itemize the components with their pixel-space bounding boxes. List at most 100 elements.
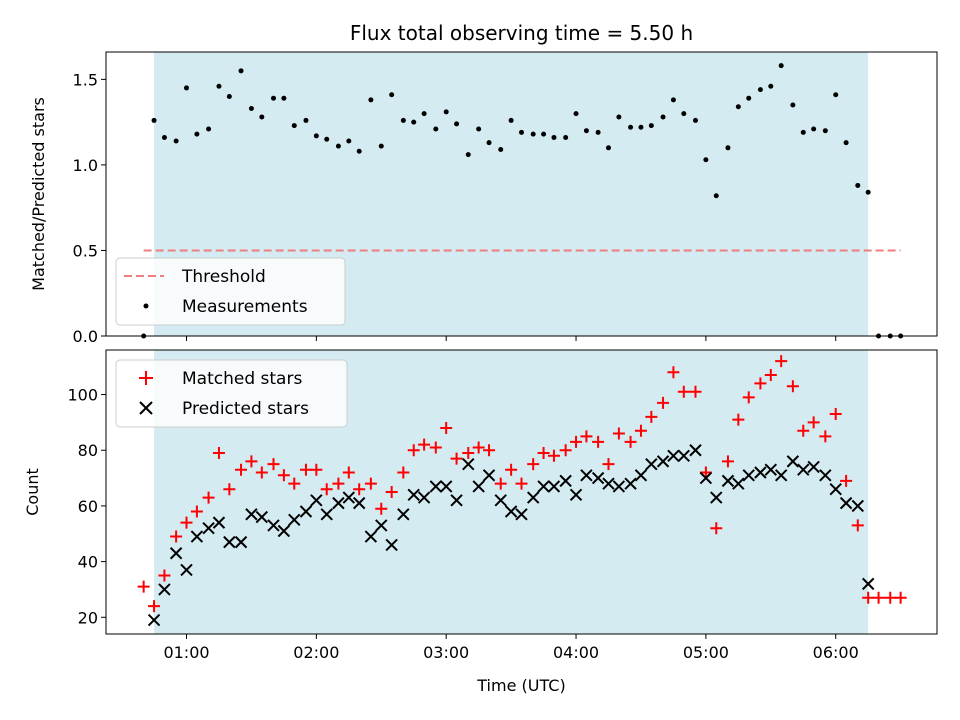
matched-star-point [710, 522, 723, 535]
x-tick-label: 01:00 [163, 643, 209, 662]
measurement-point [735, 104, 741, 110]
matched-star-point [667, 366, 680, 379]
matched-star-point [689, 385, 702, 398]
measurement-point [378, 143, 384, 149]
measurements-legend-swatch [143, 303, 149, 309]
measurement-point [855, 182, 861, 188]
matched-star-point [797, 424, 810, 437]
measurement-point [822, 128, 828, 134]
x-tick-label: 02:00 [293, 643, 339, 662]
measurement-point [443, 109, 449, 115]
predicted-star-point [797, 463, 810, 476]
measurement-point [541, 131, 547, 137]
predicted-star-point [699, 471, 713, 485]
matched-star-point [547, 449, 560, 462]
measurement-point [638, 124, 644, 130]
measurement-point [563, 135, 569, 141]
predicted-star-point [624, 477, 637, 490]
measurement-point [660, 114, 666, 120]
matched-star-point [742, 391, 755, 404]
measurement-point [151, 117, 157, 123]
predicted-star-point [861, 577, 875, 591]
matched-star-point [255, 466, 268, 479]
matched-legend-label: Matched stars [182, 369, 302, 389]
predicted-star-point [385, 538, 398, 552]
predicted-star-point [288, 513, 301, 527]
predicted-star-point [407, 488, 420, 501]
measurement-point [616, 114, 622, 120]
matched-star-point [624, 435, 637, 448]
predicted-star-point [504, 505, 518, 518]
chart-title: Flux total observing time = 5.50 h [350, 21, 693, 45]
measurement-point [605, 145, 611, 151]
measurement-point [768, 83, 774, 89]
measurement-point [259, 114, 265, 120]
measurement-point [281, 95, 287, 101]
predicted-star-point [375, 519, 388, 532]
matched-star-point [235, 463, 248, 476]
measurement-point [628, 124, 634, 130]
matched-star-point [148, 600, 161, 613]
measurements-legend-label: Measurements [182, 297, 308, 317]
predicted-star-point [352, 496, 366, 510]
measurement-point [400, 117, 406, 123]
matched-star-point [559, 444, 572, 457]
matched-star-point [515, 477, 528, 490]
threshold-legend-label: Threshold [181, 267, 266, 287]
predicted-star-point [602, 477, 615, 490]
matched-star-point [332, 477, 345, 490]
measurement-point [519, 129, 524, 135]
predicted-star-point [819, 469, 832, 482]
matched-star-point [288, 477, 301, 490]
ratio-panel: 0.0 0.5 1.0 1.5 Flux total observing time =… [29, 21, 938, 346]
matched-star-point [872, 591, 885, 604]
predicted-star-point [494, 494, 507, 507]
matched-star-point [894, 591, 907, 604]
measurement-point [421, 111, 427, 117]
matched-star-point [851, 519, 864, 532]
predicted-star-point [677, 449, 691, 463]
matched-star-point [397, 466, 410, 479]
measurement-point [583, 128, 589, 134]
predicted-star-point [839, 496, 853, 510]
measurement-point [790, 102, 796, 108]
measurement-point [335, 143, 341, 149]
predicted-star-point [332, 496, 345, 510]
matched-star-point [570, 435, 583, 448]
matched-star-point [212, 447, 225, 460]
matched-star-point [450, 452, 463, 465]
matched-star-point [840, 474, 853, 487]
predicted-star-point [774, 469, 788, 482]
x-tick-label: 04:00 [553, 643, 599, 662]
predicted-legend-swatch [139, 401, 153, 415]
matched-star-point [592, 435, 605, 448]
predicted-star-point [462, 457, 475, 471]
matched-star-point [494, 477, 507, 490]
matched-star-point [677, 385, 690, 398]
measurement-point [454, 121, 460, 127]
matched-star-point [320, 483, 333, 496]
matched-star-point [299, 463, 312, 476]
predicted-star-point [234, 535, 248, 549]
matched-star-point [245, 455, 258, 468]
y-tick-label: 0.0 [73, 327, 98, 346]
matched-star-point [223, 483, 236, 496]
matched-star-point [884, 591, 897, 604]
predicted-star-point [223, 535, 236, 549]
measurement-point [173, 138, 179, 144]
measurement-point [692, 117, 698, 123]
matched-star-point [537, 447, 550, 460]
measurement-point [811, 126, 817, 132]
measurement-point [226, 93, 232, 99]
x-tick-label: 03:00 [423, 643, 469, 662]
ratio-panel-frame [105, 51, 938, 337]
count-y-axis-label: Count [23, 468, 42, 516]
predicted-star-point [417, 491, 431, 504]
matched-star-point [267, 458, 280, 471]
matched-star-point [385, 486, 398, 498]
y-tick-label: 1.0 [73, 156, 98, 175]
y-tick-label: 60 [78, 497, 98, 516]
predicted-star-point [591, 471, 605, 485]
predicted-star-point [656, 455, 670, 468]
matched-star-point [418, 438, 431, 451]
